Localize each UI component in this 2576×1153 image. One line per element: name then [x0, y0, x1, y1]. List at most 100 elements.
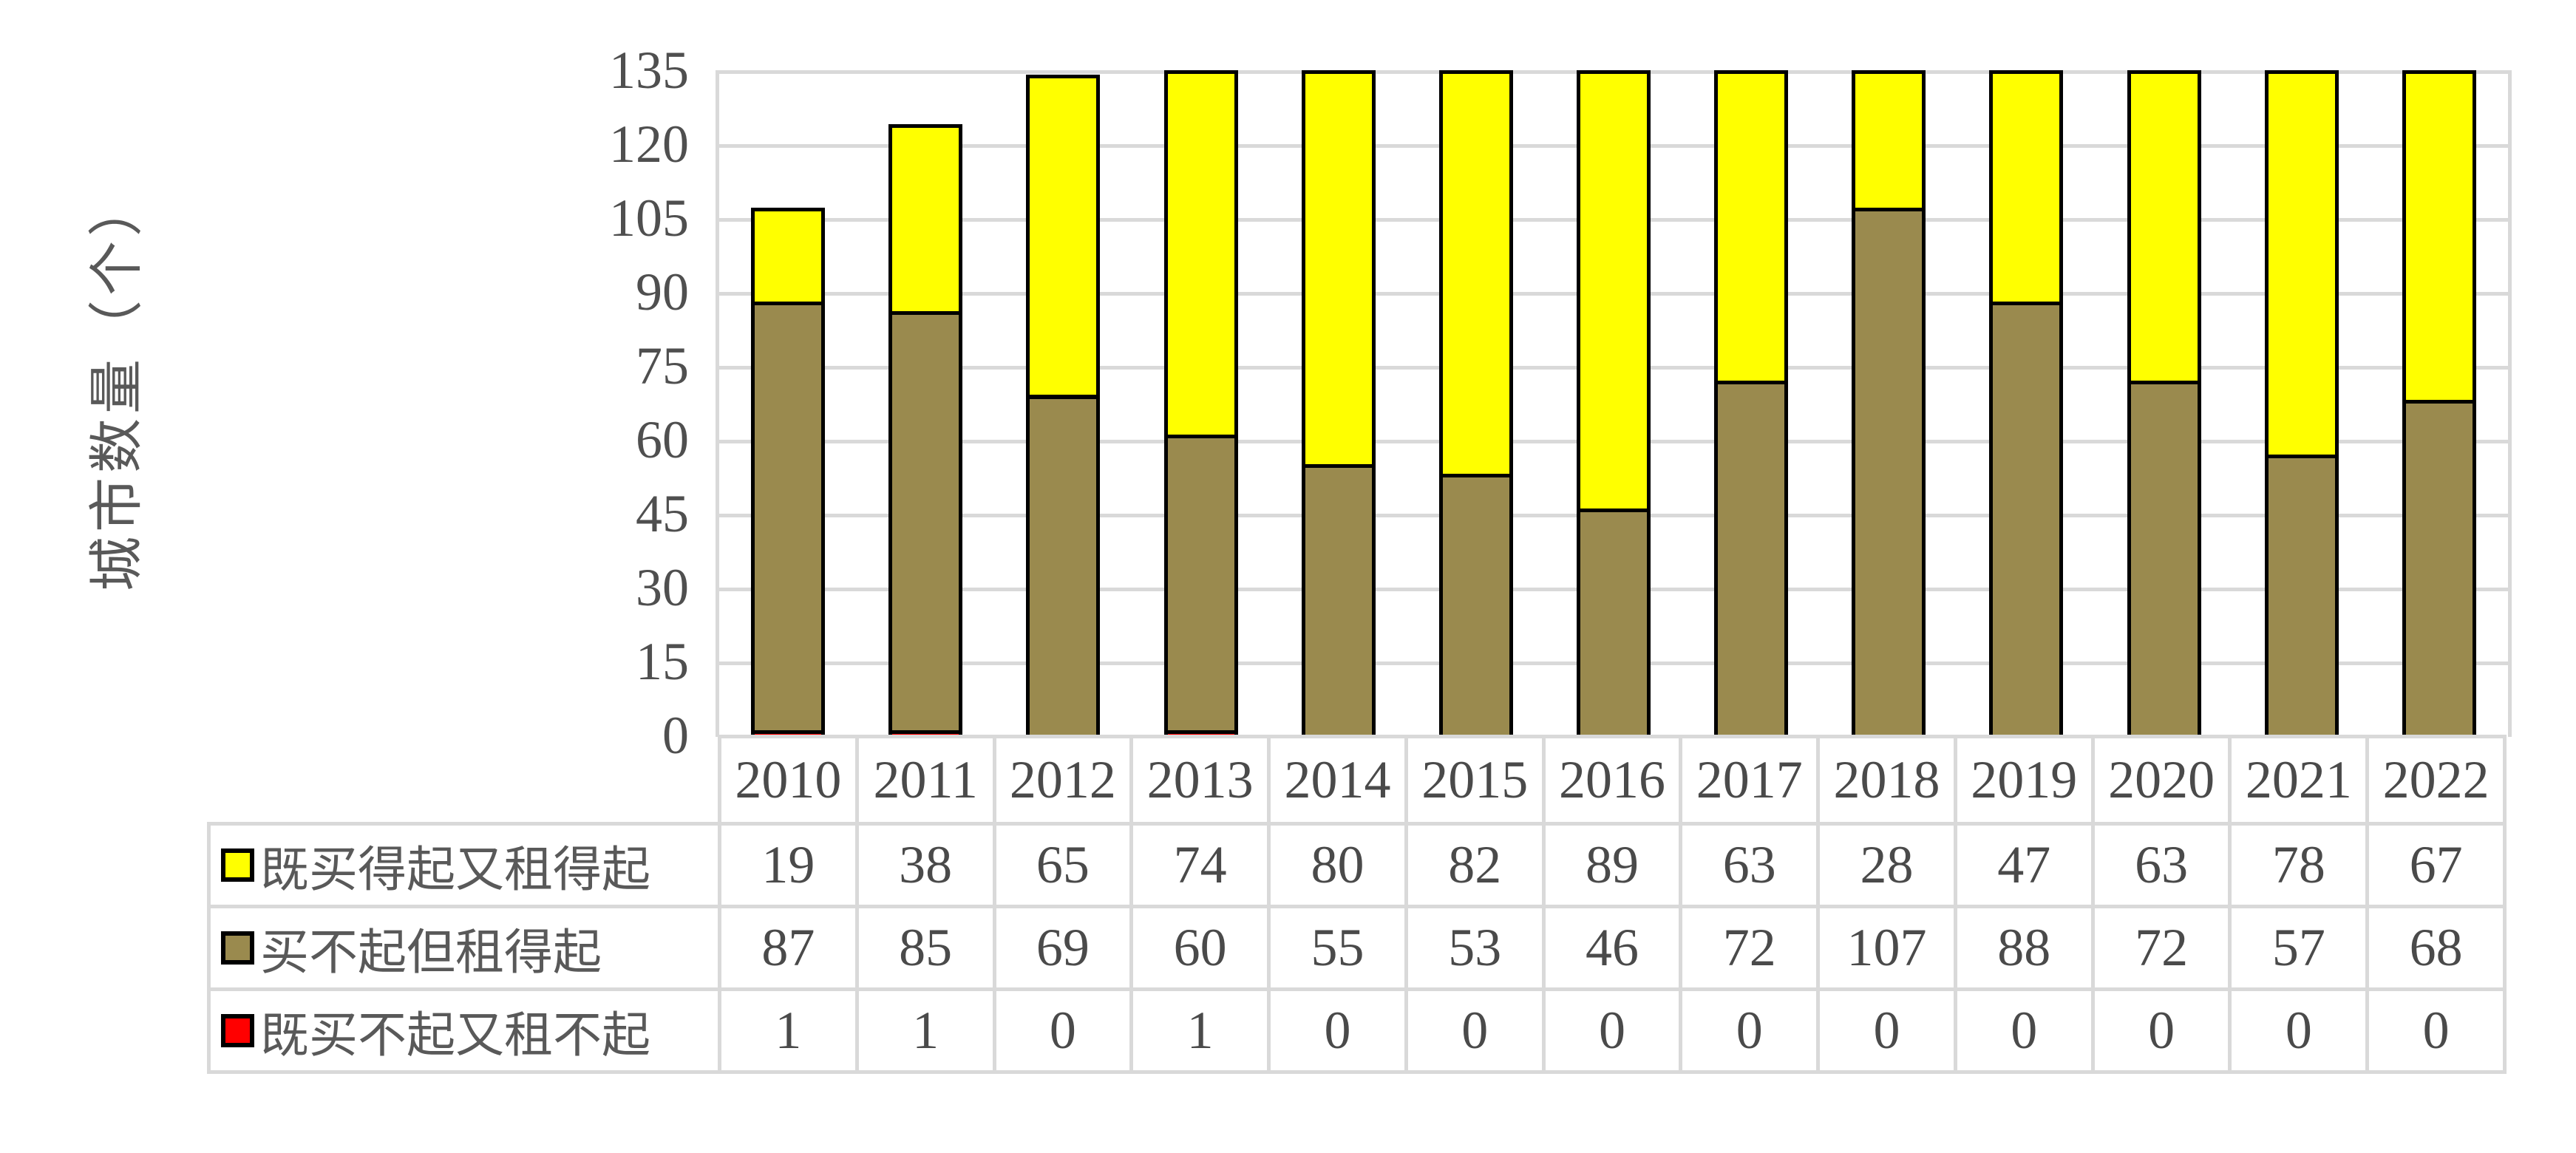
- value-cell-2016-series2: 0: [1541, 987, 1683, 1074]
- value-cell-2020-series2: 0: [2090, 987, 2232, 1074]
- value-cell-2011-series2: 1: [854, 987, 996, 1074]
- year-cell-2014: 2014: [1267, 735, 1408, 826]
- y-tick-label-120: 120: [609, 114, 689, 174]
- y-tick-label-15: 15: [636, 631, 689, 691]
- bar-segment-2015-series1: [1438, 474, 1513, 739]
- year-cell-2012: 2012: [992, 735, 1134, 826]
- value-cell-2018-series1: 107: [1816, 905, 1957, 991]
- value-cell-2017-series2: 0: [1679, 987, 1821, 1074]
- y-tick-label-105: 105: [609, 188, 689, 248]
- year-cell-2020: 2020: [2090, 735, 2232, 826]
- bar-segment-2011-series1: [888, 311, 963, 734]
- value-cell-2017-series1: 72: [1679, 905, 1821, 991]
- bar-segment-2018-series1: [1852, 208, 1926, 739]
- value-cell-2015-series0: 82: [1404, 822, 1546, 908]
- year-cell-2022: 2022: [2365, 735, 2507, 826]
- bar-segment-2022-series0: [2402, 69, 2476, 404]
- y-axis-title: 城市数量（个）: [87, 177, 148, 591]
- value-cell-2018-series0: 28: [1816, 822, 1957, 908]
- value-cell-2014-series1: 55: [1267, 905, 1408, 991]
- value-cell-2022-series2: 0: [2365, 987, 2507, 1074]
- y-tick-label-90: 90: [636, 262, 689, 322]
- value-cell-2022-series1: 68: [2365, 905, 2507, 991]
- bar-segment-2021-series0: [2264, 69, 2339, 458]
- value-cell-2021-series1: 57: [2228, 905, 2370, 991]
- value-cell-2013-series2: 1: [1129, 987, 1271, 1074]
- bar-segment-2012-series1: [1026, 395, 1101, 739]
- value-cell-2021-series0: 78: [2228, 822, 2370, 908]
- bar-segment-2019-series1: [1989, 301, 2064, 739]
- value-cell-2016-series1: 46: [1541, 905, 1683, 991]
- value-cell-2011-series0: 38: [854, 822, 996, 908]
- y-tick-label-60: 60: [636, 409, 689, 469]
- plot-area: [716, 69, 2512, 739]
- bar-segment-2014-series0: [1301, 69, 1376, 468]
- bar-segment-2013-series1: [1163, 434, 1238, 734]
- bar-segment-2010-series0: [751, 208, 826, 305]
- year-cell-2021: 2021: [2228, 735, 2370, 826]
- legend-swatch-series2: [221, 1014, 254, 1047]
- value-cell-2011-series1: 85: [854, 905, 996, 991]
- value-cell-2012-series2: 0: [992, 987, 1134, 1074]
- value-cell-2022-series0: 67: [2365, 822, 2507, 908]
- bar-segment-2014-series1: [1301, 463, 1376, 739]
- year-cell-2015: 2015: [1404, 735, 1546, 826]
- legend-label-series0: 既买得起又租得起: [260, 841, 650, 897]
- value-cell-2020-series1: 72: [2090, 905, 2232, 991]
- bar-segment-2020-series1: [2127, 380, 2201, 739]
- value-cell-2016-series0: 89: [1541, 822, 1683, 908]
- year-cell-2016: 2016: [1541, 735, 1683, 826]
- bar-segment-2010-series1: [751, 301, 826, 734]
- year-cell-2013: 2013: [1129, 735, 1271, 826]
- value-cell-2018-series2: 0: [1816, 987, 1957, 1074]
- y-tick-label-75: 75: [636, 336, 689, 395]
- legend-label-series1: 买不起但租得起: [260, 924, 602, 979]
- bar-segment-2019-series0: [1989, 69, 2064, 305]
- bar-segment-2017-series0: [1714, 69, 1789, 384]
- bar-segment-2021-series1: [2264, 454, 2339, 739]
- value-cell-2014-series2: 0: [1267, 987, 1408, 1074]
- value-cell-2020-series0: 63: [2090, 822, 2232, 908]
- value-cell-2021-series2: 0: [2228, 987, 2370, 1074]
- legend-cell-series0: 既买得起又租得起: [207, 822, 721, 908]
- year-cell-2010: 2010: [718, 735, 859, 826]
- value-cell-2013-series0: 74: [1129, 822, 1271, 908]
- y-tick-label-45: 45: [636, 483, 689, 543]
- bar-segment-2012-series0: [1026, 75, 1101, 399]
- value-cell-2012-series0: 65: [992, 822, 1134, 908]
- bar-segment-2022-series1: [2402, 400, 2476, 739]
- value-cell-2010-series0: 19: [718, 822, 859, 908]
- year-cell-2019: 2019: [1953, 735, 2095, 826]
- value-cell-2019-series1: 88: [1953, 905, 2095, 991]
- value-cell-2010-series1: 87: [718, 905, 859, 991]
- value-cell-2014-series0: 80: [1267, 822, 1408, 908]
- value-cell-2012-series1: 69: [992, 905, 1134, 991]
- bar-segment-2013-series0: [1163, 69, 1238, 438]
- value-cell-2015-series1: 53: [1404, 905, 1546, 991]
- value-cell-2017-series0: 63: [1679, 822, 1821, 908]
- value-cell-2013-series1: 60: [1129, 905, 1271, 991]
- bar-segment-2015-series0: [1438, 69, 1513, 478]
- y-tick-label-0: 0: [662, 705, 689, 765]
- year-cell-2018: 2018: [1816, 735, 1957, 826]
- bar-segment-2020-series0: [2127, 69, 2201, 384]
- value-cell-2019-series0: 47: [1953, 822, 2095, 908]
- value-cell-2010-series2: 1: [718, 987, 859, 1074]
- legend-cell-series2: 既买不起又租不起: [207, 987, 721, 1074]
- bar-segment-2016-series0: [1577, 69, 1651, 512]
- value-cell-2019-series2: 0: [1953, 987, 2095, 1074]
- bar-segment-2018-series0: [1852, 69, 1926, 212]
- y-tick-label-30: 30: [636, 557, 689, 617]
- bar-segment-2017-series1: [1714, 380, 1789, 739]
- bar-segment-2011-series0: [888, 123, 963, 316]
- value-cell-2015-series2: 0: [1404, 987, 1546, 1074]
- legend-cell-series1: 买不起但租得起: [207, 905, 721, 991]
- legend-swatch-series1: [221, 931, 254, 965]
- year-cell-2011: 2011: [854, 735, 996, 826]
- bar-segment-2016-series1: [1577, 508, 1651, 739]
- legend-swatch-series0: [221, 848, 254, 882]
- legend-label-series2: 既买不起又租不起: [260, 1007, 650, 1062]
- year-cell-2017: 2017: [1679, 735, 1821, 826]
- y-tick-label-135: 135: [609, 40, 689, 100]
